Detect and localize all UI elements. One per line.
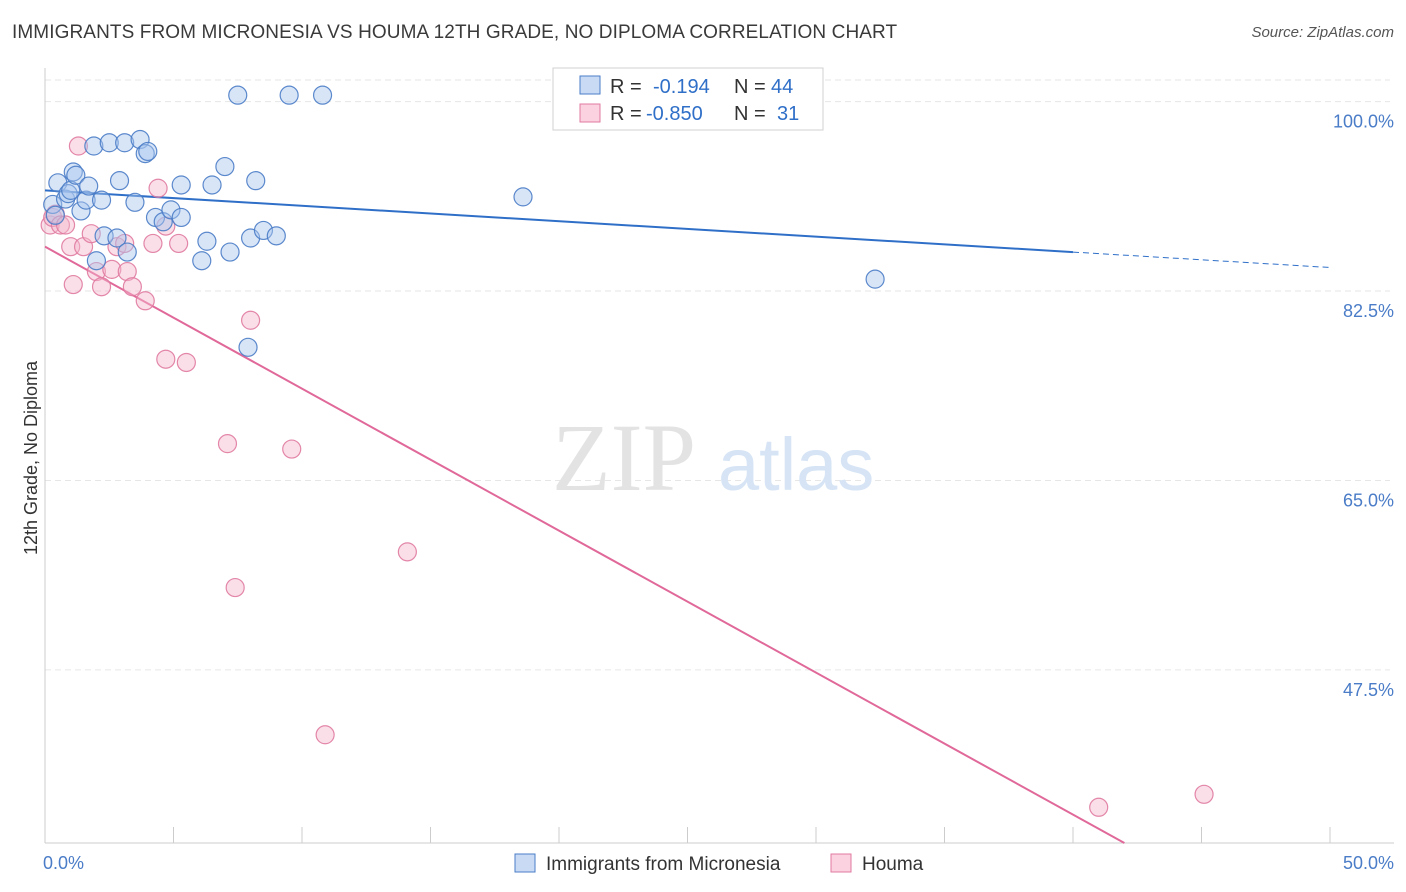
point-houma-17 — [135, 291, 155, 311]
point-micronesia-20 — [125, 192, 145, 212]
point-houma-23 — [176, 352, 196, 373]
point-micronesia-16 — [107, 228, 127, 248]
y-tick-label-1: 82.5% — [1343, 301, 1394, 321]
point-houma-7 — [68, 136, 89, 156]
point-houma-25 — [225, 577, 245, 598]
point-micronesia-27 — [171, 207, 191, 228]
legend-swatch-pink — [579, 103, 601, 123]
chart-title: IMMIGRANTS FROM MICRONESIA VS HOUMA 12TH… — [12, 22, 898, 43]
point-micronesia-40 — [279, 85, 299, 105]
watermark-zip: ZIP — [552, 404, 696, 511]
point-micronesia-1 — [45, 205, 65, 225]
point-micronesia-30 — [197, 231, 217, 251]
point-houma-31 — [1194, 784, 1214, 804]
point-houma-16 — [122, 277, 142, 297]
point-micronesia-17 — [109, 171, 130, 191]
trend-line-micronesia — [44, 189, 1074, 254]
point-houma-26 — [241, 310, 261, 330]
point-micronesia-34 — [228, 85, 248, 105]
point-houma-21 — [156, 349, 176, 369]
point-micronesia-42 — [513, 187, 533, 207]
point-micronesia-23 — [138, 141, 158, 162]
point-micronesia-43 — [865, 269, 885, 289]
point-micronesia-39 — [266, 226, 286, 246]
grid-lines — [45, 79, 1390, 671]
point-houma-27 — [282, 439, 302, 459]
point-micronesia-11 — [84, 136, 104, 156]
point-houma-10 — [86, 261, 107, 282]
point-micronesia-12 — [86, 251, 107, 271]
axes — [44, 68, 1394, 844]
point-houma-11 — [91, 277, 112, 297]
x-tick-label-min: 0.0% — [43, 853, 84, 873]
legend-swatch-blue — [579, 75, 601, 95]
trend-lines — [44, 189, 1331, 844]
series-legend-swatch-pink — [830, 853, 852, 873]
source-label: Source: ZipAtlas.com — [1251, 24, 1394, 41]
trend-line-micronesia-extension — [1072, 251, 1331, 269]
point-houma-6 — [63, 274, 83, 295]
point-micronesia-26 — [161, 200, 181, 220]
point-micronesia-4 — [58, 184, 78, 204]
series-legend-swatch-blue — [514, 853, 536, 873]
point-micronesia-10 — [79, 176, 99, 196]
point-micronesia-25 — [153, 212, 173, 232]
point-houma-24 — [217, 434, 238, 454]
watermark: ZIP atlas — [552, 404, 874, 511]
point-houma-18 — [143, 233, 163, 254]
y-tick-label-3: 47.5% — [1343, 680, 1394, 700]
point-micronesia-8 — [71, 201, 91, 221]
legend-r-label-blue: R = — [610, 76, 642, 98]
point-micronesia-18 — [115, 133, 135, 153]
point-micronesia-22 — [135, 143, 155, 164]
series-legend-label-blue: Immigrants from Micronesia — [546, 854, 781, 875]
legend-n-value-blue: 44 — [771, 76, 793, 98]
point-houma-4 — [55, 215, 76, 235]
point-micronesia-31 — [202, 175, 222, 195]
point-micronesia-41 — [312, 85, 333, 105]
y-tick-label-0: 100.0% — [1333, 112, 1394, 132]
point-micronesia-32 — [215, 156, 235, 177]
legend-n-value-pink: 31 — [777, 103, 799, 125]
point-micronesia-35 — [238, 337, 258, 357]
y-axis-label: 12th Grade, No Diploma — [21, 360, 41, 555]
y-tick-label-2: 65.0% — [1343, 490, 1394, 510]
legend-n-label-pink: N = — [734, 103, 766, 125]
series-legend: Immigrants from Micronesia Houma — [514, 853, 924, 875]
point-micronesia-9 — [76, 190, 96, 210]
trend-line-houma — [44, 245, 1125, 844]
series-legend-label-pink: Houma — [862, 854, 924, 875]
point-houma-19 — [148, 178, 168, 198]
point-houma-28 — [315, 725, 335, 745]
legend-box: R = -0.194 N = 44 R = -0.850 N = 31 — [552, 67, 824, 131]
point-houma-3 — [50, 215, 71, 235]
point-houma-0 — [40, 215, 60, 235]
point-micronesia-5 — [61, 180, 81, 200]
x-tick-label-max: 50.0% — [1343, 853, 1394, 873]
point-micronesia-15 — [99, 133, 119, 153]
watermark-atlas: atlas — [718, 423, 874, 506]
legend-r-value-blue: -0.194 — [653, 76, 710, 98]
y-tick-labels: 100.0% 82.5% 65.0% 47.5% — [1333, 112, 1394, 700]
point-micronesia-33 — [220, 242, 240, 262]
legend-r-label-pink: R = — [610, 103, 642, 125]
point-micronesia-28 — [171, 175, 191, 195]
point-micronesia-19 — [117, 242, 137, 262]
point-micronesia-7 — [66, 165, 86, 185]
point-houma-22 — [169, 233, 189, 254]
point-houma-15 — [117, 261, 137, 282]
point-micronesia-37 — [246, 171, 266, 191]
point-houma-12 — [102, 259, 122, 279]
point-micronesia-6 — [63, 162, 83, 182]
point-micronesia-29 — [192, 251, 212, 271]
point-micronesia-13 — [91, 190, 112, 210]
legend-n-label-blue: N = — [734, 76, 766, 98]
point-micronesia-38 — [253, 220, 274, 241]
data-points — [40, 85, 1214, 817]
point-houma-29 — [397, 542, 417, 562]
legend-r-value-pink: -0.850 — [646, 103, 703, 125]
point-houma-30 — [1089, 797, 1109, 817]
